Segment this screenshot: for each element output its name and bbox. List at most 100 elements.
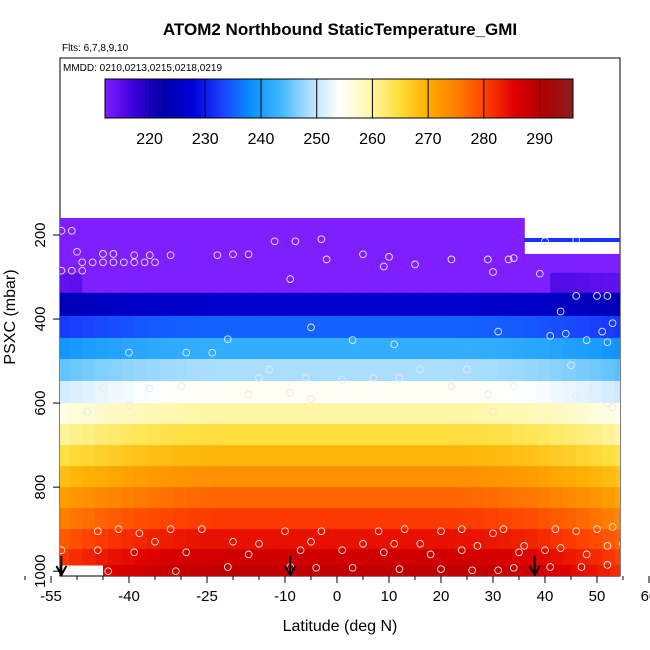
heat-cell	[342, 292, 356, 317]
heat-cell	[69, 292, 83, 317]
heat-cell	[261, 237, 276, 255]
heat-cell	[511, 508, 525, 530]
heat-cell	[602, 529, 616, 550]
heat-cell	[303, 549, 317, 566]
heat-cell	[264, 359, 278, 382]
heat-cell	[290, 381, 304, 404]
heat-cell	[194, 564, 208, 576]
sample-marker	[635, 522, 642, 529]
heat-cell	[394, 359, 408, 382]
heat-cell	[277, 529, 291, 550]
heat-cell	[173, 403, 187, 425]
sample-marker	[32, 543, 39, 550]
heat-cell	[433, 359, 447, 382]
sample-marker	[16, 391, 23, 398]
sample-marker	[60, 546, 66, 555]
heat-cell	[467, 564, 481, 576]
sample-marker	[338, 546, 347, 555]
heat-cell	[407, 337, 421, 360]
heat-cell	[290, 315, 304, 339]
heat-cell	[420, 337, 434, 360]
heat-cell	[433, 529, 447, 550]
heat-cell	[238, 403, 252, 425]
sample-marker	[630, 293, 637, 300]
heat-cell	[355, 359, 369, 382]
heat-cell	[472, 445, 486, 467]
sample-marker	[499, 525, 508, 533]
flight-arrows	[55, 556, 541, 578]
heat-cell	[134, 315, 148, 339]
heat-cell	[576, 445, 590, 467]
heat-cell	[342, 529, 356, 550]
heat-cell	[60, 466, 70, 488]
sample-marker	[603, 399, 612, 407]
heat-cell	[144, 237, 159, 255]
heat-cell	[134, 549, 148, 566]
heat-cell	[173, 424, 187, 446]
heat-cell	[69, 549, 83, 566]
heat-cell	[204, 253, 218, 274]
heat-cell	[524, 381, 538, 404]
heat-cell	[160, 337, 174, 360]
heat-cell	[368, 424, 382, 446]
heat-cell	[485, 424, 499, 446]
heat-cell	[277, 292, 291, 317]
heat-cell	[472, 487, 486, 509]
heat-cell	[238, 292, 252, 317]
sample-marker	[379, 262, 388, 271]
heat-cell	[342, 508, 356, 530]
heat-cell	[365, 237, 380, 255]
heat-cell	[264, 337, 278, 360]
heat-cell	[186, 381, 200, 404]
heat-cell	[594, 253, 608, 274]
heat-cell	[329, 549, 343, 566]
x-axis-label: Latitude (deg N)	[283, 618, 398, 635]
heat-cell	[363, 564, 377, 576]
heat-cell	[0, 487, 5, 509]
heat-cell	[108, 315, 122, 339]
heat-cell	[425, 253, 439, 274]
heat-cell	[186, 272, 200, 294]
heat-cell	[225, 272, 239, 294]
heat-cell	[147, 445, 161, 467]
heat-cell	[66, 237, 81, 255]
heat-cell	[43, 273, 57, 294]
sample-marker	[546, 331, 555, 340]
heat-cell	[17, 403, 31, 425]
heat-cell	[186, 529, 200, 550]
heat-cell	[524, 359, 538, 382]
heat-cell	[407, 466, 421, 488]
heat-cell	[563, 403, 577, 425]
heat-cell	[0, 529, 5, 550]
heat-cell	[60, 359, 70, 382]
heat-cell	[82, 445, 96, 467]
heat-cell	[350, 564, 364, 576]
sample-marker	[567, 361, 575, 370]
heat-cell	[326, 218, 341, 238]
heat-cell	[17, 508, 31, 530]
sample-marker	[635, 551, 642, 558]
heat-cell	[342, 424, 356, 446]
heat-cell	[459, 359, 473, 382]
sample-marker	[400, 525, 409, 533]
heat-cell	[147, 359, 161, 382]
heat-cell	[446, 487, 460, 509]
sample-marker	[125, 401, 133, 410]
heat-cell	[589, 315, 603, 339]
heat-cell	[87, 253, 101, 274]
heat-cell	[407, 292, 421, 317]
sample-marker	[291, 237, 300, 246]
heat-cell	[589, 549, 603, 566]
heat-cell	[165, 253, 179, 274]
heat-cell	[147, 403, 161, 425]
heat-cell	[303, 272, 317, 294]
sample-marker	[483, 390, 492, 399]
heat-cell	[43, 445, 57, 467]
heat-cell	[446, 424, 460, 446]
heat-cell	[446, 272, 460, 294]
sample-marker	[37, 349, 44, 356]
heat-cell	[472, 337, 486, 360]
x-tick-label: -25	[196, 588, 218, 605]
heat-cell	[420, 272, 434, 294]
heat-cell	[563, 445, 577, 467]
